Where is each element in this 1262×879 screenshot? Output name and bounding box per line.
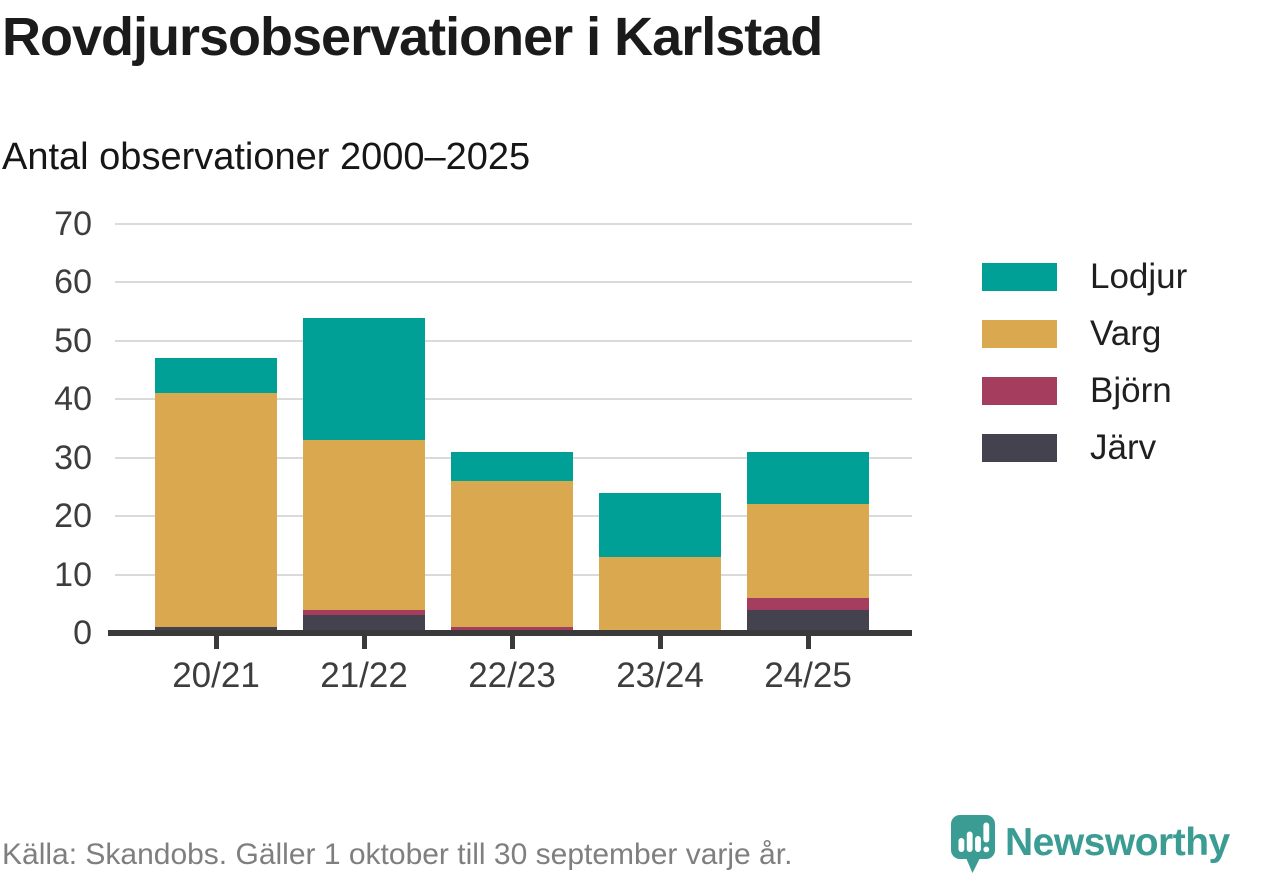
- bar-segment-Varg: [155, 393, 277, 628]
- y-tick-label: 30: [54, 438, 92, 477]
- legend-item-järv: Järv: [982, 428, 1187, 467]
- legend-label: Järv: [1090, 428, 1157, 467]
- gridline: [115, 223, 912, 225]
- x-axis-line: [108, 630, 912, 636]
- x-tick-label: 23/24: [616, 656, 704, 695]
- legend-label: Varg: [1090, 314, 1162, 353]
- source-note: Källa: Skandobs. Gäller 1 oktober till 3…: [2, 838, 793, 871]
- y-tick-label: 0: [73, 614, 92, 652]
- x-axis-tick: [214, 636, 219, 649]
- bar-segment-Varg: [747, 504, 869, 598]
- bar-segment-Lodjur: [599, 492, 721, 558]
- newsworthy-bar-chart-speech-bubble-icon: [951, 815, 995, 873]
- gridline: [115, 398, 912, 401]
- bar-segment-Varg: [303, 440, 425, 610]
- bar-segment-Varg: [451, 481, 573, 628]
- bar-segment-Björn: [747, 597, 869, 610]
- gridline: [115, 339, 912, 342]
- legend: Lodjur Varg Björn Järv: [982, 257, 1188, 490]
- bar-24/25: [747, 224, 869, 633]
- x-tick-label: 20/21: [172, 656, 260, 695]
- legend-label: Björn: [1090, 371, 1172, 410]
- bar-segment-Lodjur: [451, 451, 573, 482]
- y-tick-label: 60: [54, 263, 92, 302]
- bar-segment-Björn: [303, 609, 425, 616]
- x-axis-tick: [806, 636, 811, 649]
- chart-subtitle: Antal observationer 2000–2025: [2, 136, 531, 178]
- chart-title: Rovdjursobservationer i Karlstad: [2, 7, 823, 67]
- y-tick-label: 40: [54, 380, 92, 419]
- gridline: [115, 281, 912, 284]
- legend-swatch: [982, 433, 1057, 462]
- bar-20/21: [155, 224, 277, 633]
- brand-name: Newsworthy: [1005, 821, 1230, 864]
- bar-23/24: [599, 224, 721, 633]
- y-tick-label: 20: [54, 497, 92, 536]
- x-tick-label: 24/25: [764, 656, 852, 695]
- legend-item-varg: Varg: [982, 314, 1187, 353]
- x-tick-label: 21/22: [320, 656, 408, 695]
- bar-22/23: [451, 224, 573, 633]
- y-tick-label: 70: [54, 205, 92, 243]
- bar-segment-Lodjur: [155, 358, 277, 394]
- plot-area: [115, 223, 912, 633]
- bar-segment-Lodjur: [747, 451, 869, 505]
- brand-logo: Newsworthy: [951, 815, 1230, 874]
- legend-item-björn: Björn: [982, 371, 1187, 410]
- legend-swatch: [982, 319, 1057, 348]
- y-tick-label: 10: [54, 555, 92, 594]
- bar-segment-Varg: [599, 557, 721, 633]
- bar-segment-Järv: [303, 615, 425, 633]
- x-axis-tick: [658, 636, 663, 649]
- legend-swatch: [982, 376, 1057, 405]
- x-axis-tick: [510, 636, 515, 649]
- y-tick-label: 50: [54, 321, 92, 360]
- legend-item-lodjur: Lodjur: [982, 257, 1188, 296]
- legend-swatch: [982, 262, 1057, 291]
- bar-segment-Järv: [747, 609, 869, 633]
- x-axis-tick: [362, 636, 367, 649]
- legend-label: Lodjur: [1090, 257, 1188, 296]
- bar-segment-Lodjur: [303, 317, 425, 441]
- bar-21/22: [303, 224, 425, 633]
- x-tick-label: 22/23: [468, 656, 556, 695]
